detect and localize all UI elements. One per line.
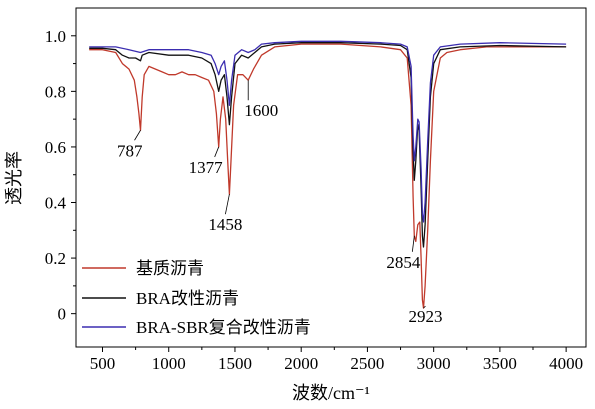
y-tick-label: 0.8 [45, 82, 66, 101]
legend-label-series-2: BRA-SBR复合改性沥青 [136, 318, 311, 337]
series-layer [89, 40, 567, 309]
y-tick-label: 1.0 [45, 27, 66, 46]
series-line-2 [89, 40, 567, 223]
x-tick-label: 2500 [350, 354, 384, 373]
y-tick-label: 0.6 [45, 138, 66, 157]
x-tick-label: 3500 [483, 354, 517, 373]
annotation-leader [214, 146, 220, 158]
x-tick-label: 3000 [417, 354, 451, 373]
y-axis-title: 透光率 [4, 151, 24, 205]
peak-label: 1600 [244, 101, 278, 120]
y-tick-label: 0 [58, 305, 67, 324]
x-tick-label: 4000 [549, 354, 583, 373]
annotation-layer: 787 1377 1458 1600 2854 2923 [117, 80, 442, 326]
peak-label: 1458 [208, 215, 242, 234]
peak-label: 2854 [386, 253, 421, 272]
annotation-leader [225, 194, 230, 215]
x-tick-label: 500 [90, 354, 116, 373]
series-line-0 [89, 43, 567, 309]
x-axis-title: 波数/cm⁻¹ [292, 383, 370, 403]
legend-label-series-0: 基质沥青 [136, 259, 204, 278]
axis-layer: 500 1000 1500 2000 2500 3000 3500 4000 0 0.2 0.4 0.… [45, 27, 583, 373]
y-tick-label: 0.4 [45, 194, 67, 213]
plot-area [75, 7, 587, 348]
x-tick-label: 1000 [152, 354, 186, 373]
x-tick-label: 1500 [218, 354, 252, 373]
y-tick-label: 0.2 [45, 249, 66, 268]
legend-label-series-1: BRA改性沥青 [136, 289, 239, 308]
peak-label: 787 [117, 141, 143, 160]
legend: 基质沥青 BRA改性沥青 BRA-SBR复合改性沥青 [82, 259, 311, 337]
annotation-leader [411, 235, 415, 252]
annotation-leader [423, 305, 426, 309]
peak-label: 1377 [189, 158, 224, 177]
series-line-1 [89, 42, 567, 248]
peak-label: 2923 [408, 307, 442, 326]
annotation-leader [134, 130, 141, 141]
x-tick-label: 2000 [284, 354, 318, 373]
